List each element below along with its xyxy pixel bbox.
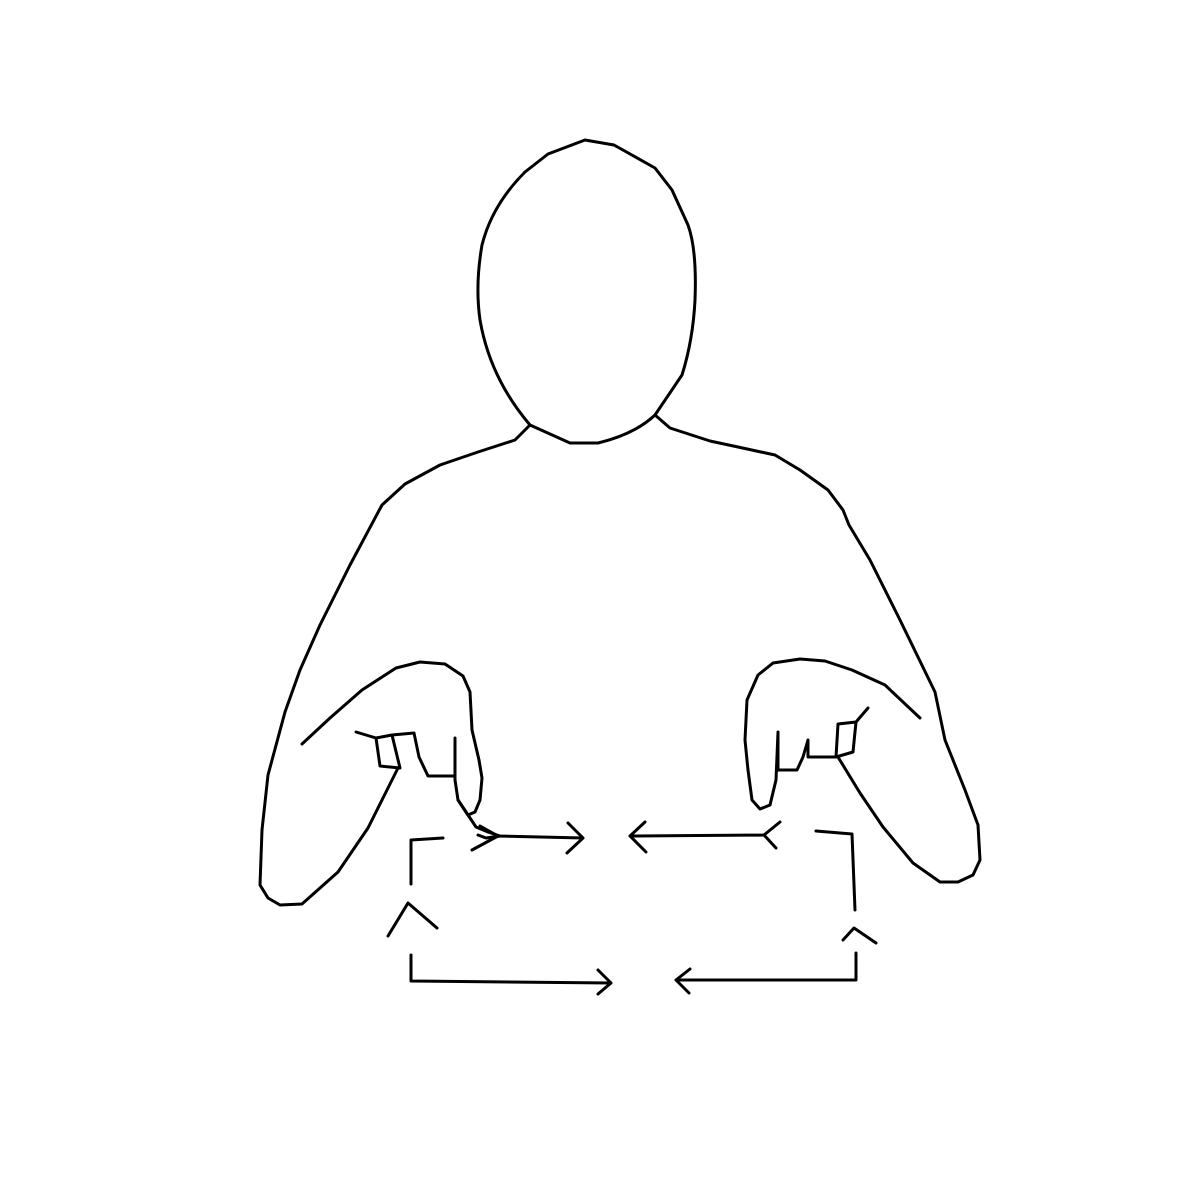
left-hand-outline — [300, 660, 484, 817]
motion-arrow-left-side — [386, 836, 445, 938]
torso-outline-right — [653, 413, 982, 884]
right-hand-outline — [743, 657, 922, 811]
motion-arrow-bottom-left — [409, 953, 613, 996]
motion-arrow-top-right — [628, 820, 782, 854]
motion-arrow-right-side — [814, 829, 878, 945]
figure — [258, 138, 982, 907]
motion-arrow-top-left — [470, 821, 585, 855]
motion-arrow-bottom-right — [674, 951, 858, 995]
head-outline — [476, 138, 697, 445]
motion-arrows — [386, 820, 878, 996]
torso-outline — [258, 423, 532, 907]
